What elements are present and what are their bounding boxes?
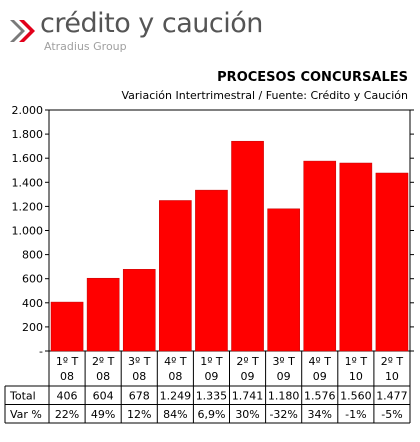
bar [339, 162, 373, 352]
table-cell: 6,9% [197, 408, 225, 421]
y-tick-label: 800 [22, 249, 43, 262]
x-tick-label-line1: 4º T [309, 355, 332, 368]
x-tick-label-line2: 08 [96, 370, 110, 383]
y-tick-label: 1.200 [12, 200, 44, 213]
bar [50, 301, 84, 352]
table-row-label: Total [9, 390, 36, 403]
table-cell: -5% [381, 408, 402, 421]
y-tick-label: 2.000 [12, 104, 44, 117]
bar-chart: - 200 400 600 800 1.000 1.200 1.400 1.600 1.800 2.… [4, 104, 414, 424]
table-cell: 49% [91, 408, 115, 421]
x-tick-label-line1: 3º T [272, 355, 295, 368]
table-cell: 678 [129, 390, 150, 403]
x-tick-label-line2: 08 [132, 370, 146, 383]
x-tick-label-line2: 10 [349, 370, 363, 383]
table-cell: 34% [308, 408, 332, 421]
y-tick-label: 1.600 [12, 152, 44, 165]
bar [303, 160, 337, 352]
table-cell: 84% [163, 408, 187, 421]
x-tick-label-line2: 09 [241, 370, 255, 383]
x-tick-label-line2: 10 [385, 370, 399, 383]
table-cell: 604 [93, 390, 114, 403]
x-tick-label-line1: 2º T [236, 355, 259, 368]
y-tick-label: 1.800 [12, 128, 44, 141]
bar [231, 140, 264, 352]
x-tick-label-line1: 1º T [200, 355, 223, 368]
brand-logo: crédito y caución Atradius Group [10, 6, 270, 54]
table-cell: 12% [127, 408, 151, 421]
table-row-label: Var % [10, 408, 42, 421]
y-tick-label: 200 [22, 321, 43, 334]
brand-group: Atradius Group [44, 40, 127, 53]
bar [375, 172, 409, 352]
x-tick-label-line1: 4º T [164, 355, 187, 368]
x-tick-label-line1: 2º T [381, 355, 404, 368]
table-cell: 1.560 [340, 390, 372, 403]
x-tick-label-line2: 08 [168, 370, 182, 383]
x-tick-label-line1: 1º T [56, 355, 79, 368]
y-tick-label: 400 [22, 297, 43, 310]
x-tick-label-line1: 3º T [128, 355, 151, 368]
table-cell: -1% [345, 408, 366, 421]
table-cell: 30% [235, 408, 259, 421]
x-tick-label-line2: 09 [277, 370, 291, 383]
table-cell: 1.477 [376, 390, 408, 403]
bar [267, 208, 300, 352]
y-tick-label: 1.400 [12, 176, 44, 189]
table-cell: 1.249 [160, 390, 192, 403]
chart-subtitle: Variación Intertrimestral / Fuente: Créd… [121, 89, 408, 102]
bar [159, 200, 192, 352]
x-tick-label-line2: 09 [204, 370, 218, 383]
table-cell: 1.576 [304, 390, 336, 403]
chart-title: PROCESOS CONCURSALES [217, 70, 408, 85]
table-cell: 1.180 [268, 390, 300, 403]
y-tick-label: - [39, 345, 43, 358]
x-tick-label-line1: 1º T [345, 355, 368, 368]
bar [195, 189, 228, 352]
table-cell: 22% [55, 408, 79, 421]
brand-name: crédito y caución [40, 8, 263, 39]
x-tick-label-line2: 08 [60, 370, 74, 383]
x-tick-label-line1: 2º T [92, 355, 115, 368]
table-cell: 1.741 [232, 390, 264, 403]
y-tick-label: 600 [22, 273, 43, 286]
logo-chevron-icon [10, 20, 35, 42]
y-tick-label: 1.000 [12, 225, 44, 238]
x-tick-label-line2: 09 [313, 370, 327, 383]
bar [86, 277, 120, 352]
table-cell: -32% [269, 408, 297, 421]
bar [122, 269, 156, 352]
table-cell: 406 [57, 390, 78, 403]
table-cell: 1.335 [196, 390, 228, 403]
